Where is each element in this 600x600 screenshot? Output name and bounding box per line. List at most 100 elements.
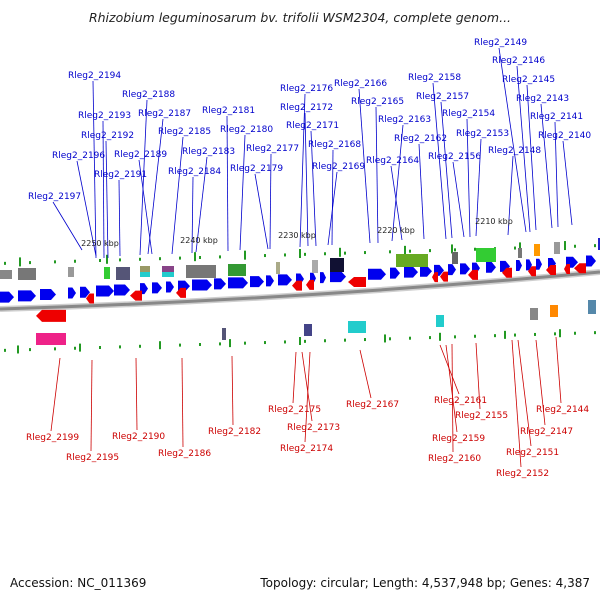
genes-layer [0, 238, 600, 345]
forward-gene-arrow [0, 291, 14, 303]
forward-gene-arrow [96, 285, 114, 297]
bottom-callout-line [475, 342, 481, 410]
scale-tick [304, 252, 306, 256]
feature-block [588, 300, 596, 314]
forward-gene-arrow [114, 284, 130, 296]
feature-block [68, 267, 74, 277]
reverse-gene-arrow [432, 272, 438, 283]
scale-tick [244, 341, 246, 345]
top-gene-label: Rleg2_2197 [28, 192, 81, 202]
accession-text: Accession: NC_011369 [10, 576, 147, 590]
bottom-callout-line [231, 355, 234, 426]
top-gene-label: Rleg2_2140 [538, 131, 591, 141]
top-callout-line [390, 165, 403, 241]
top-callout-line [239, 134, 246, 251]
top-callout-line [147, 118, 164, 255]
scale-tick [119, 345, 121, 349]
bottom-callout-line [517, 339, 532, 447]
feature-block [554, 242, 560, 254]
top-callout-line [139, 99, 148, 256]
scale-tick [454, 335, 456, 339]
top-gene-label: Rleg2_2149 [474, 38, 527, 48]
feature-block [518, 248, 522, 258]
top-callout-line [118, 179, 121, 257]
scale-tick [99, 346, 101, 349]
forward-gene-arrow [18, 290, 36, 302]
scale-tick [264, 254, 266, 258]
reverse-gene-arrow [306, 279, 314, 290]
top-callout-line [254, 173, 269, 250]
bottom-gene-label: Rleg2_2182 [208, 427, 261, 437]
feature-block [116, 267, 130, 280]
scale-tick [119, 258, 121, 262]
scale-tick [74, 259, 76, 263]
scale-tick [159, 257, 161, 261]
major-tick [564, 241, 566, 251]
forward-gene-arrow [192, 279, 212, 291]
top-gene-label: Rleg2_2185 [158, 127, 211, 137]
scale-tick [4, 348, 6, 352]
top-callout-line [105, 140, 109, 259]
bottom-gene-label: Rleg2_2199 [26, 433, 79, 443]
scale-label: 2230 kbp [278, 231, 316, 240]
scale-tick [514, 333, 516, 337]
forward-gene-arrow [80, 286, 90, 298]
feature-block [304, 324, 312, 336]
top-callout-line [498, 47, 527, 233]
forward-gene-arrow [586, 255, 596, 267]
scale-label: 2210 kbp [475, 217, 513, 226]
top-callout-line [102, 120, 105, 259]
bottom-gene-label: Rleg2_2159 [432, 434, 485, 444]
scale-tick [409, 249, 411, 253]
forward-gene-arrow [448, 264, 456, 276]
forward-gene-arrow [166, 281, 174, 293]
major-tick [299, 249, 301, 258]
forward-gene-arrow [214, 278, 226, 290]
top-gene-label: Rleg2_2163 [378, 115, 431, 125]
top-callout-line [52, 201, 83, 251]
top-callout-line [92, 80, 97, 259]
feature-block [140, 272, 150, 277]
top-gene-label: Rleg2_2194 [68, 71, 121, 81]
top-gene-label: Rleg2_2156 [428, 152, 481, 162]
scale-tick [304, 339, 306, 343]
feature-block [186, 265, 216, 278]
forward-gene-arrow [266, 275, 274, 287]
major-tick [159, 341, 161, 350]
forward-gene-arrow [368, 268, 386, 280]
top-callout-line [195, 156, 208, 253]
top-gene-label: Rleg2_2168 [308, 140, 361, 150]
bottom-gene-label: Rleg2_2161 [434, 396, 487, 406]
feature-block [436, 315, 444, 327]
top-callout-line [540, 103, 553, 229]
scale-tick [454, 248, 456, 252]
scale-tick [54, 347, 56, 351]
top-gene-label: Rleg2_2157 [416, 92, 469, 102]
forward-gene-arrow [460, 263, 470, 275]
top-gene-label: Rleg2_2177 [246, 144, 299, 154]
top-callout-line [432, 82, 447, 240]
top-callout-line [391, 124, 404, 242]
major-tick [451, 244, 453, 254]
backbone-layer [0, 269, 600, 312]
forward-gene-arrow [536, 258, 542, 270]
forward-gene-arrow [250, 276, 264, 288]
bottom-callout-line [50, 357, 61, 432]
top-gene-label: Rleg2_2164 [366, 156, 419, 166]
scale-tick [534, 332, 536, 336]
top-gene-label: Rleg2_2172 [280, 103, 333, 113]
top-gene-label: Rleg2_2158 [408, 73, 461, 83]
major-tick [504, 330, 506, 339]
reverse-gene-arrow [574, 263, 586, 274]
forward-gene-arrow [330, 271, 346, 283]
top-gene-label: Rleg2_2141 [530, 112, 583, 122]
scale-tick [574, 244, 576, 248]
feature-block [162, 266, 174, 276]
forward-gene-arrow [278, 274, 292, 286]
bottom-callout-line [535, 339, 546, 426]
top-callout-line [310, 130, 317, 247]
reverse-gene-arrow [292, 280, 302, 291]
top-gene-label: Rleg2_2192 [81, 131, 134, 141]
forward-gene-arrow [228, 277, 248, 289]
forward-gene-arrow [516, 259, 522, 271]
